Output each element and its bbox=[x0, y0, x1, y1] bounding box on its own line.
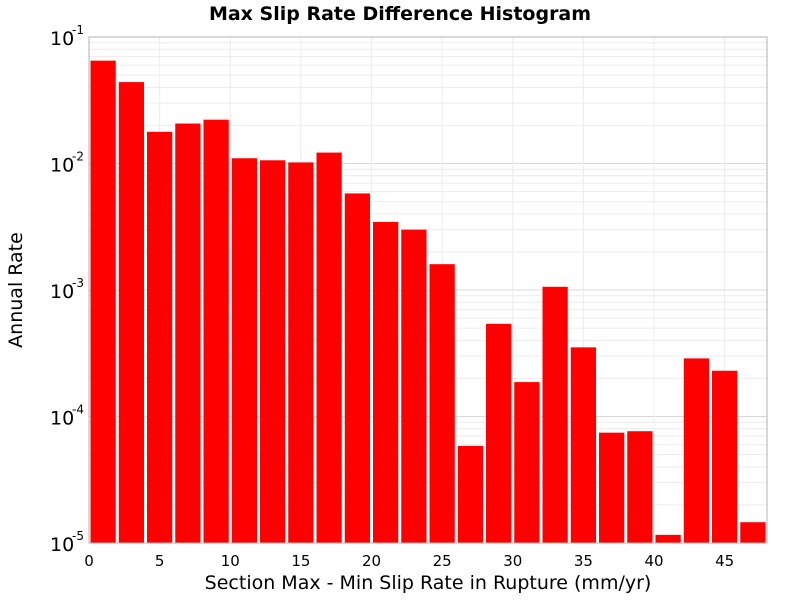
y-tick-labels: 10-110-210-310-410-5 bbox=[50, 23, 84, 556]
histogram-bar bbox=[457, 445, 483, 543]
y-tick-exponent: -3 bbox=[72, 276, 84, 290]
histogram-bar bbox=[288, 162, 314, 543]
x-tick-label: 10 bbox=[221, 552, 240, 570]
histogram-bar bbox=[90, 60, 116, 543]
histogram-bar bbox=[655, 534, 681, 543]
x-axis-label: Section Max - Min Slip Rate in Rupture (… bbox=[205, 572, 652, 594]
histogram-bar bbox=[175, 123, 201, 543]
histogram-bar bbox=[344, 193, 370, 543]
y-tick-label: 10-1 bbox=[50, 23, 84, 50]
histogram-bar bbox=[401, 229, 427, 543]
histogram-bar bbox=[147, 131, 173, 543]
x-tick-label: 30 bbox=[503, 552, 522, 570]
chart-title: Max Slip Rate Difference Histogram bbox=[209, 3, 591, 25]
y-tick-base: 10 bbox=[50, 408, 74, 430]
histogram-bar bbox=[231, 158, 257, 543]
y-tick-exponent: -5 bbox=[72, 529, 84, 543]
x-tick-labels: 0 5 10 15 20 25 30 35 40 45 bbox=[84, 552, 734, 570]
histogram-bar bbox=[542, 286, 568, 543]
histogram-bar bbox=[429, 264, 455, 543]
y-tick-exponent: -4 bbox=[72, 403, 84, 417]
histogram-bar bbox=[118, 82, 144, 543]
x-tick-label: 20 bbox=[362, 552, 381, 570]
histogram-bar bbox=[514, 382, 540, 543]
histogram-bar bbox=[373, 221, 399, 543]
histogram-bar bbox=[599, 432, 625, 543]
plot-frame bbox=[88, 36, 768, 544]
histogram-bar bbox=[316, 152, 342, 543]
y-tick-base: 10 bbox=[50, 534, 74, 556]
histogram-bar bbox=[712, 370, 738, 543]
histogram-bar bbox=[740, 522, 766, 543]
x-tick-label: 35 bbox=[574, 552, 593, 570]
y-tick-exponent: -2 bbox=[72, 150, 84, 164]
x-tick-label: 45 bbox=[715, 552, 734, 570]
y-tick-base: 10 bbox=[50, 155, 74, 177]
y-tick-base: 10 bbox=[50, 28, 74, 50]
x-tick-label: 25 bbox=[433, 552, 452, 570]
x-tick-label: 15 bbox=[291, 552, 310, 570]
x-tick-label: 40 bbox=[644, 552, 663, 570]
x-tick-label: 0 bbox=[84, 552, 94, 570]
histogram-bar bbox=[683, 358, 709, 543]
histogram-bar bbox=[570, 347, 596, 543]
histogram-bar bbox=[627, 431, 653, 543]
histogram-bar bbox=[260, 160, 286, 543]
y-axis-label: Annual Rate bbox=[5, 232, 27, 348]
x-tick-label: 5 bbox=[155, 552, 165, 570]
y-tick-label: 10-2 bbox=[50, 150, 84, 177]
y-tick-label: 10-3 bbox=[50, 276, 84, 303]
y-tick-exponent: -1 bbox=[72, 23, 84, 37]
histogram-bar bbox=[203, 119, 229, 544]
bars bbox=[90, 60, 766, 544]
y-tick-base: 10 bbox=[50, 281, 74, 303]
y-tick-label: 10-5 bbox=[50, 529, 84, 556]
y-tick-label: 10-4 bbox=[50, 403, 84, 430]
histogram-bar bbox=[486, 323, 512, 543]
